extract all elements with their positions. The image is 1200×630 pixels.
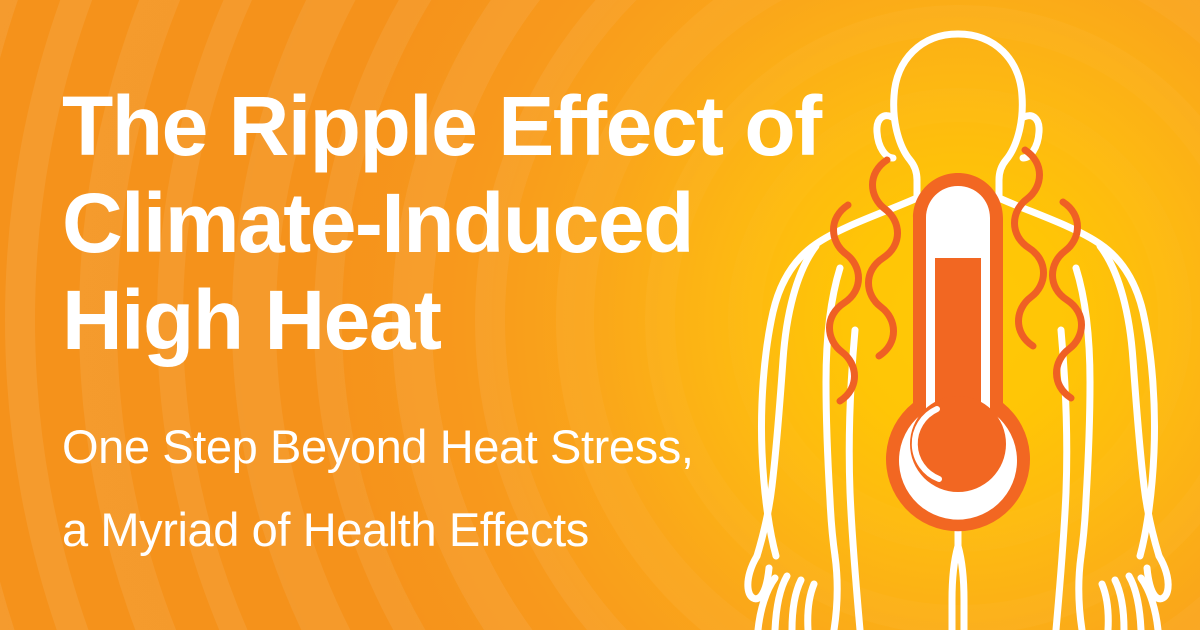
page-title: The Ripple Effect of Climate-Induced Hig… <box>62 78 862 369</box>
headline-line-3: High Heat <box>62 273 442 367</box>
right-hand <box>1075 552 1172 630</box>
left-hand <box>744 552 841 630</box>
heat-wave-squiggles <box>826 146 1085 405</box>
subheadline-line-2: a Myriad of Health Effects <box>62 503 589 556</box>
page-subtitle: One Step Beyond Heat Stress, a Myriad of… <box>62 405 822 571</box>
heat-wave-1 <box>826 201 862 405</box>
heat-wave-2 <box>865 156 901 360</box>
subheadline-line-1: One Step Beyond Heat Stress, <box>62 420 694 473</box>
headline-line-1: The Ripple Effect of <box>62 79 822 173</box>
heat-wave-4 <box>1049 198 1085 402</box>
thermometer <box>886 173 1030 532</box>
human-body-silhouette <box>744 30 1172 630</box>
thermometer-bulb-highlight <box>911 406 942 482</box>
thermometer-bulb <box>910 396 1006 492</box>
heat-wave-3 <box>1011 146 1047 350</box>
headline-line-2: Climate-Induced <box>62 176 694 270</box>
